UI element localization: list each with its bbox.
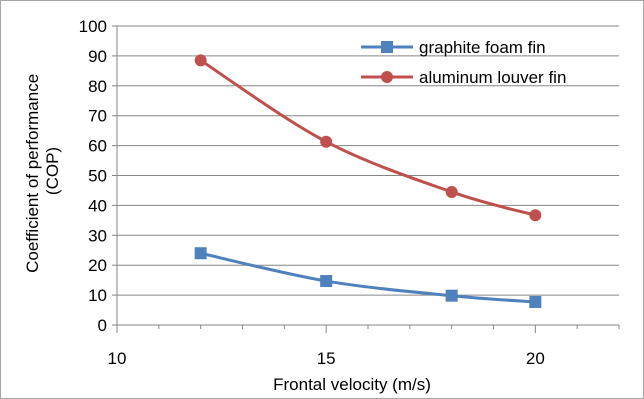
y-tick-label: 40 (88, 196, 107, 215)
x-axis-label: Frontal velocity (m/s) (273, 375, 431, 394)
y-tick-label: 50 (88, 167, 107, 186)
legend-swatch-marker (382, 72, 393, 83)
y-axis-label-line-1: Coefficient of performance (23, 74, 42, 273)
data-point-graphite-foam-fin (530, 296, 541, 307)
data-point-aluminum-louver-fin (195, 55, 206, 66)
legend-item-graphite-foam-fin: graphite foam fin (361, 38, 546, 57)
x-tick-label: 10 (108, 349, 127, 368)
data-point-graphite-foam-fin (195, 248, 206, 259)
data-point-aluminum-louver-fin (530, 210, 541, 221)
legend-label: aluminum louver fin (419, 68, 566, 87)
legend: graphite foam fin aluminum louver fin (361, 38, 566, 87)
y-tick-label: 30 (88, 226, 107, 245)
legend-item-aluminum-louver-fin: aluminum louver fin (361, 68, 566, 87)
y-tick-label: 100 (79, 17, 107, 36)
x-tick-label: 20 (526, 349, 545, 368)
legend-label: graphite foam fin (419, 38, 546, 57)
legend-swatch-marker (382, 42, 393, 53)
y-tick-label: 0 (98, 316, 107, 335)
data-point-graphite-foam-fin (321, 276, 332, 287)
y-tick-label: 10 (88, 286, 107, 305)
data-point-graphite-foam-fin (446, 290, 457, 301)
y-tick-label: 90 (88, 47, 107, 66)
axis-labels: Frontal velocity (m/s) Coefficient of pe… (23, 69, 431, 394)
y-tick-label: 70 (88, 107, 107, 126)
y-tick-label: 60 (88, 137, 107, 156)
data-point-aluminum-louver-fin (321, 136, 332, 147)
y-tick-label: 80 (88, 77, 107, 96)
x-tick-label: 15 (317, 349, 336, 368)
y-axis-label: Coefficient of performance (COP) (23, 69, 62, 273)
series-lines (195, 55, 541, 308)
data-point-aluminum-louver-fin (446, 186, 457, 197)
y-tick-label: 20 (88, 256, 107, 275)
series-graphite-foam-fin (195, 248, 541, 308)
y-axis-label-line-2: (COP) (43, 147, 62, 195)
